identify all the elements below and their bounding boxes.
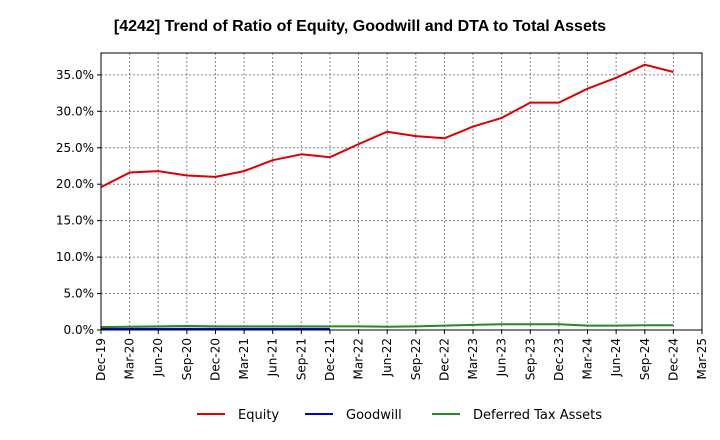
- x-tick-label: Jun-23: [495, 338, 509, 377]
- y-tick-label: 15.0%: [56, 214, 94, 228]
- series-line-deferred-tax-assets: [100, 323, 674, 329]
- x-tick-label: Dec-22: [437, 338, 451, 381]
- x-tick-label: Sep-20: [180, 338, 194, 380]
- x-tick-label: Mar-20: [123, 338, 137, 379]
- y-axis-ticks: 0.0% 5.0% 10.0% 15.0% 20.0% 25.0% 30.0% 35.0%: [56, 68, 101, 337]
- x-tick-label: Dec-20: [208, 338, 222, 381]
- y-tick-label: 0.0%: [64, 323, 95, 337]
- series-layer: [100, 63, 674, 330]
- x-tick-label: Sep-24: [638, 338, 652, 380]
- x-tick-label: Jun-22: [380, 338, 394, 377]
- series-line-equity: [100, 63, 674, 188]
- x-tick-label: Dec-19: [94, 338, 108, 381]
- x-tick-label: Jun-21: [266, 338, 280, 377]
- legend-label-equity: Equity: [238, 408, 279, 423]
- x-axis-ticks: Dec-19 Mar-20 Jun-20 Sep-20 Dec-20 Mar-21 Jun-…: [94, 330, 709, 381]
- x-tick-label: Dec-21: [323, 338, 337, 381]
- legend: Equity Goodwill Deferred Tax Assets: [197, 408, 602, 423]
- x-tick-label: Mar-25: [695, 338, 709, 379]
- x-tick-label: Sep-21: [294, 338, 308, 380]
- y-tick-label: 35.0%: [56, 68, 94, 82]
- y-tick-label: 5.0%: [64, 287, 95, 301]
- x-tick-label: Jun-24: [609, 338, 623, 377]
- x-tick-label: Dec-24: [666, 338, 680, 381]
- x-tick-label: Mar-24: [581, 338, 595, 379]
- legend-label-goodwill: Goodwill: [346, 408, 402, 423]
- grid-layer: [101, 53, 702, 330]
- x-tick-label: Mar-21: [237, 338, 251, 379]
- x-tick-label: Jun-20: [151, 338, 165, 377]
- y-tick-label: 25.0%: [56, 141, 94, 155]
- legend-label-deferred-tax-assets: Deferred Tax Assets: [473, 408, 602, 423]
- x-tick-label: Dec-23: [552, 338, 566, 381]
- x-tick-label: Mar-22: [352, 338, 366, 379]
- y-tick-label: 10.0%: [56, 250, 94, 264]
- x-tick-label: Mar-23: [466, 338, 480, 379]
- chart-title: [4242] Trend of Ratio of Equity, Goodwil…: [114, 18, 606, 35]
- y-tick-label: 20.0%: [56, 177, 94, 191]
- plot-frame: [100, 52, 703, 331]
- y-tick-label: 30.0%: [56, 104, 94, 118]
- x-tick-label: Sep-22: [409, 338, 423, 380]
- x-tick-label: Sep-23: [523, 338, 537, 380]
